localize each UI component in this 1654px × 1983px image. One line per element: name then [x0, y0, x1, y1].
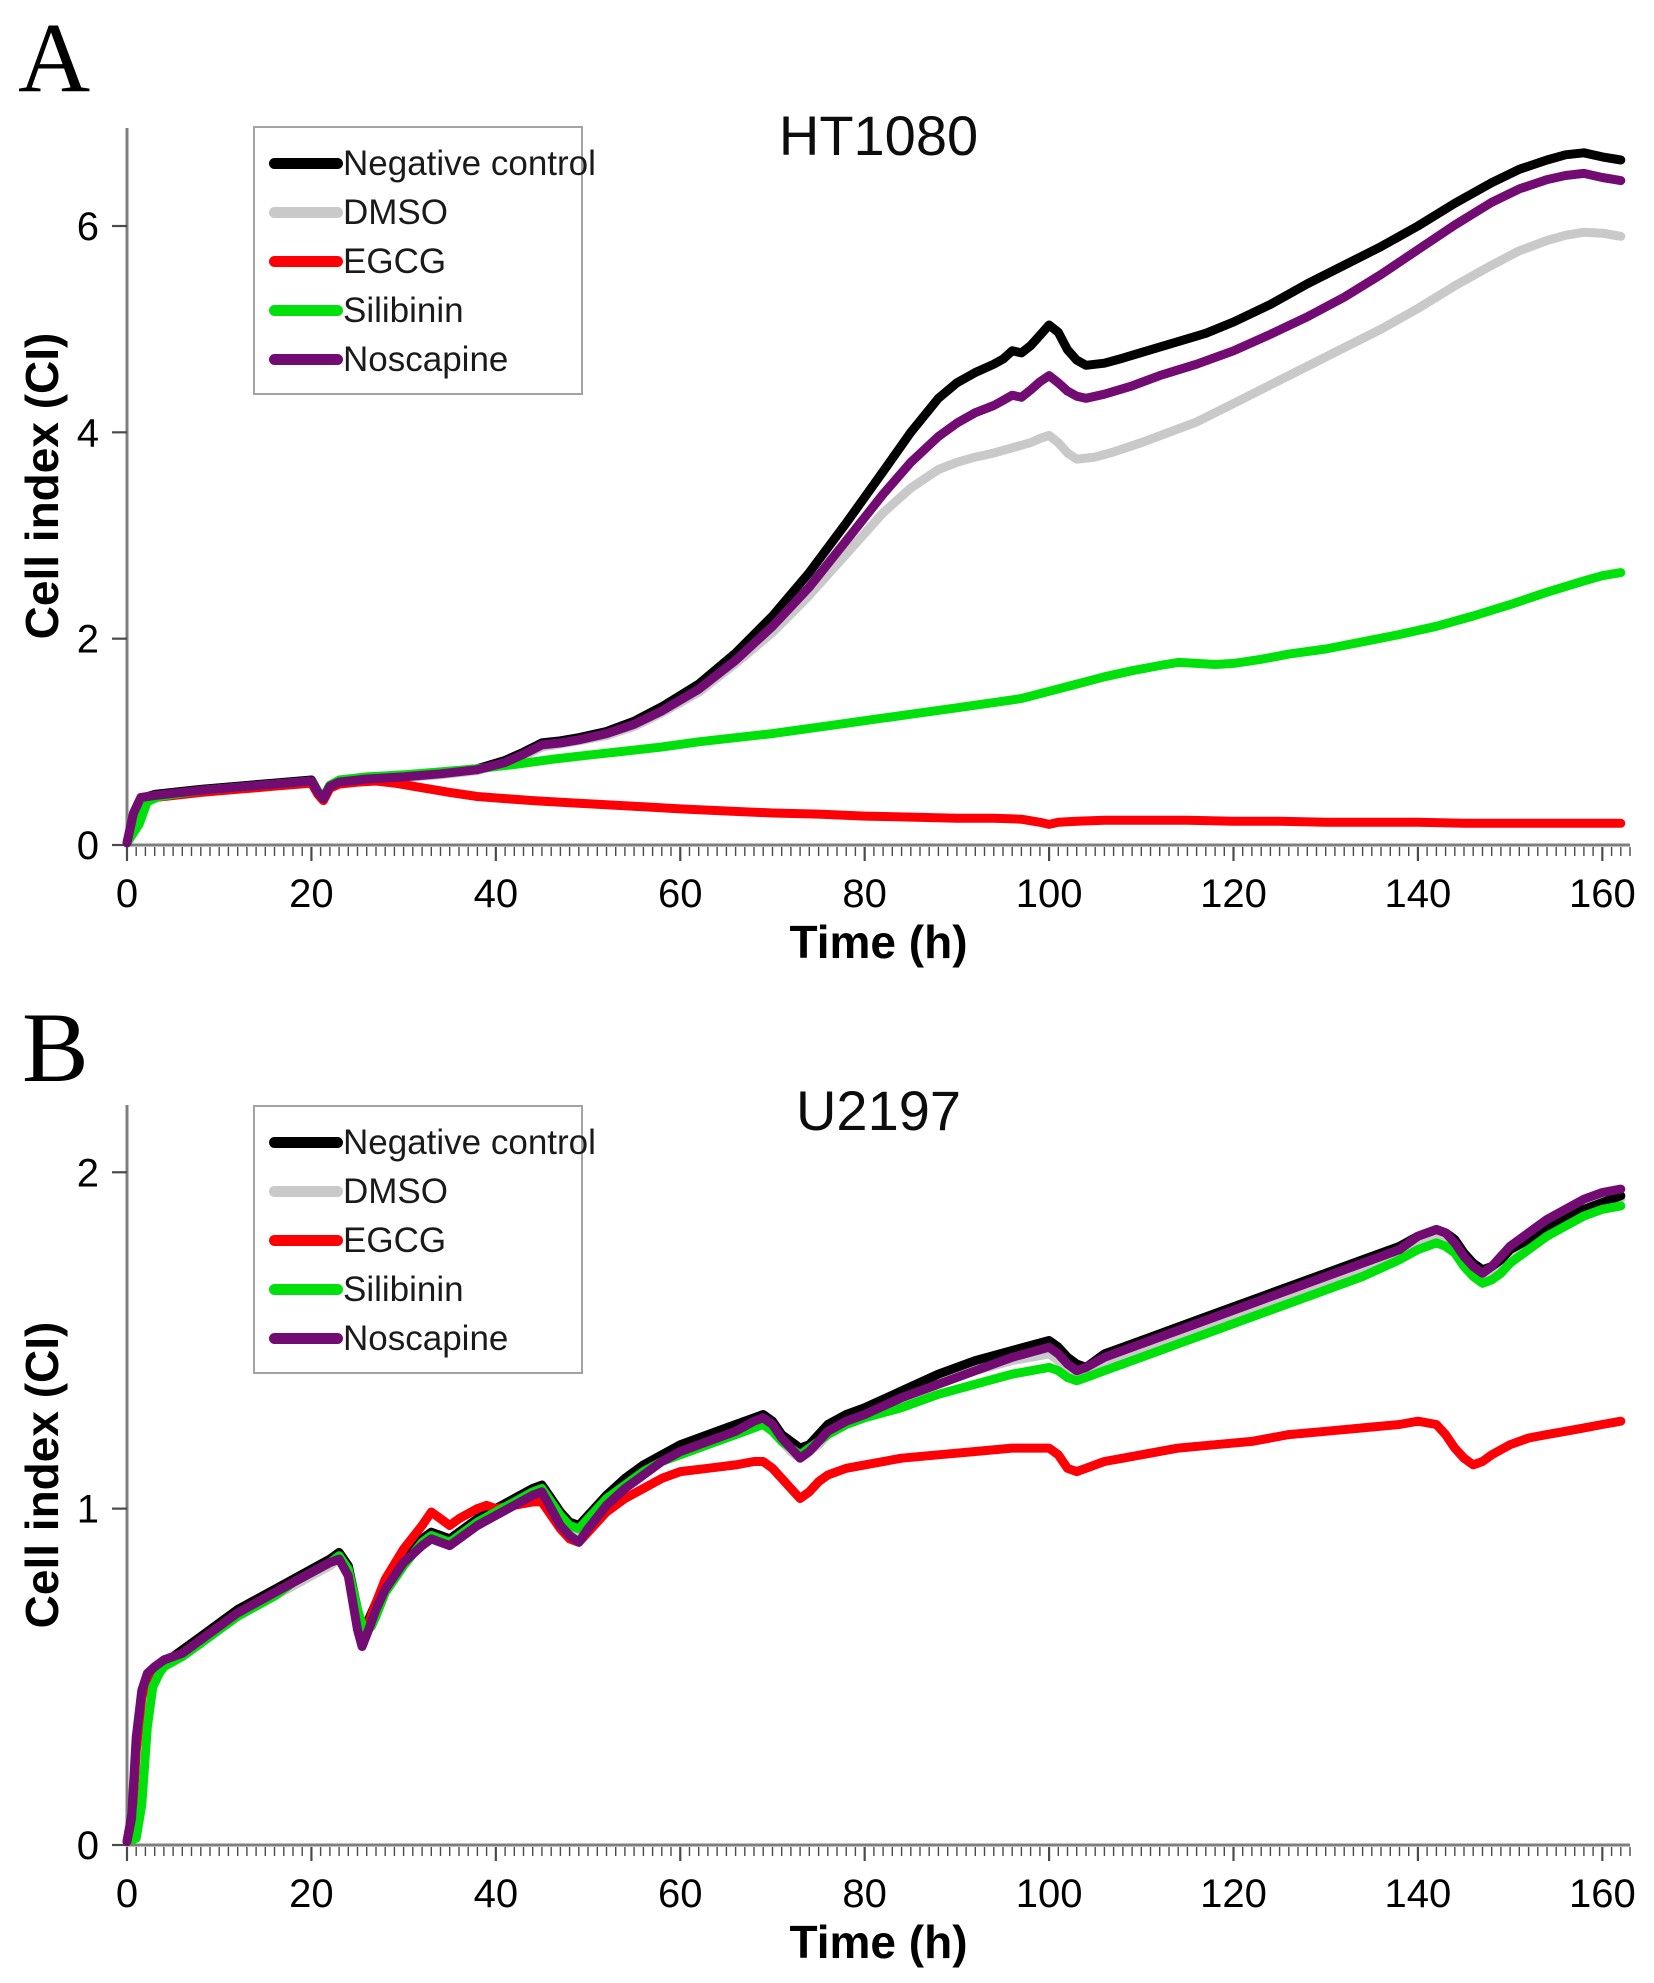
chart-b-title: U2197 — [795, 1079, 962, 1142]
x-tick-label: 120 — [1200, 1872, 1267, 1916]
x-tick-label: 160 — [1569, 1872, 1636, 1916]
x-tick-label: 0 — [116, 872, 138, 916]
legend-swatch-dmso — [269, 207, 343, 218]
chart-b-y-axis-label: Cell index (CI) — [16, 1321, 68, 1629]
legend-swatch-egcg — [269, 256, 343, 267]
chart-a-y-axis-label: Cell index (CI) — [16, 332, 68, 640]
x-tick-labels: 0 20 40 60 80 100 120 140 160 — [116, 1847, 1636, 1916]
legend-item: Negative control — [269, 139, 596, 188]
y-tick-label: 4 — [77, 411, 99, 455]
legend-label: Negative control — [343, 143, 596, 183]
y-tick-label: 1 — [77, 1488, 99, 1532]
x-tick-label: 140 — [1385, 1872, 1452, 1916]
y-tick-label: 2 — [77, 618, 99, 662]
legend-swatch-dmso — [269, 1186, 343, 1197]
legend-swatch-negative-control — [269, 1137, 343, 1148]
panel-b: 0 20 40 60 80 100 120 140 160 0 1 2 B U2197 Cell in… — [0, 993, 1654, 1983]
y-tick-label: 2 — [77, 1151, 99, 1195]
x-tick-labels: 0 20 40 60 80 100 120 140 160 — [116, 847, 1636, 916]
x-tick-label: 40 — [474, 872, 519, 916]
legend-label: EGCG — [343, 241, 447, 281]
legend-label: Silibinin — [343, 1269, 464, 1309]
legend-swatch-silibinin — [269, 305, 343, 316]
x-tick-label: 140 — [1385, 872, 1452, 916]
panel-a-label: A — [18, 2, 91, 113]
x-tick-label: 160 — [1569, 872, 1636, 916]
legend-swatch-negative-control — [269, 158, 343, 169]
x-tick-label: 20 — [289, 1872, 334, 1916]
chart-a-x-axis-label: Time (h) — [789, 916, 968, 968]
axes — [125, 128, 1630, 847]
x-tick-label: 0 — [116, 1872, 138, 1916]
legend-item: Noscapine — [269, 1314, 581, 1363]
chart-b-plot: 0 20 40 60 80 100 120 140 160 0 1 2 — [77, 1105, 1636, 1916]
x-tick-label: 80 — [842, 1872, 887, 1916]
legend-item: DMSO — [269, 1167, 581, 1216]
legend-label: DMSO — [343, 1171, 448, 1211]
series-line-noscapine — [122, 1184, 1626, 1847]
y-tick-label: 0 — [77, 1824, 99, 1868]
legend-item: DMSO — [269, 188, 581, 237]
x-tick-label: 60 — [658, 1872, 703, 1916]
x-minor-ticks — [126, 847, 1631, 856]
y-tick-label: 0 — [77, 824, 99, 868]
legend-label: DMSO — [343, 192, 448, 232]
legend-label: Silibinin — [343, 290, 464, 330]
chart-b-x-axis-label: Time (h) — [789, 1916, 968, 1968]
axes — [125, 1105, 1630, 1847]
y-tick-labels: 0 1 2 — [77, 1151, 127, 1868]
y-tick-labels: 0 2 4 6 — [77, 205, 127, 868]
series-lines — [122, 148, 1626, 848]
chart-b-legend: Negative control DMSO EGCG Silibinin Noscapi… — [253, 1105, 596, 1374]
x-tick-label: 60 — [658, 872, 703, 916]
legend-label: EGCG — [343, 1220, 447, 1260]
panel-a: 0 20 40 60 80 100 120 140 160 0 2 4 6 A HT1080 Cell … — [0, 0, 1654, 990]
legend-swatch-noscapine — [269, 354, 343, 365]
x-minor-ticks — [126, 1847, 1631, 1856]
chart-a-title: HT1080 — [778, 104, 979, 167]
x-tick-label: 120 — [1200, 872, 1267, 916]
legend-swatch-egcg — [269, 1235, 343, 1246]
y-tick-label: 6 — [77, 205, 99, 249]
series-line-egcg — [122, 1416, 1626, 1847]
x-tick-label: 100 — [1016, 1872, 1083, 1916]
legend-item: EGCG — [269, 1216, 581, 1265]
legend-swatch-silibinin — [269, 1284, 343, 1295]
legend-swatch-noscapine — [269, 1333, 343, 1344]
x-tick-label: 40 — [474, 1872, 519, 1916]
series-line-silibinin — [122, 568, 1626, 848]
legend-label: Negative control — [343, 1122, 596, 1162]
series-line-egcg — [122, 776, 1626, 848]
legend-label: Noscapine — [343, 1318, 509, 1358]
x-tick-label: 80 — [842, 872, 887, 916]
legend-item: Noscapine — [269, 335, 581, 384]
legend-label: Noscapine — [343, 339, 509, 379]
series-lines — [122, 1184, 1626, 1847]
series-line-noscapine — [122, 168, 1626, 848]
legend-item: Negative control — [269, 1118, 596, 1167]
x-tick-label: 20 — [289, 872, 334, 916]
panel-b-label: B — [22, 992, 89, 1103]
chart-a-plot: 0 20 40 60 80 100 120 140 160 0 2 4 6 — [77, 128, 1636, 916]
chart-a-legend: Negative control DMSO EGCG Silibinin Noscapi… — [253, 126, 596, 395]
legend-item: Silibinin — [269, 286, 581, 335]
x-tick-label: 100 — [1016, 872, 1083, 916]
legend-item: Silibinin — [269, 1265, 581, 1314]
legend-item: EGCG — [269, 237, 581, 286]
